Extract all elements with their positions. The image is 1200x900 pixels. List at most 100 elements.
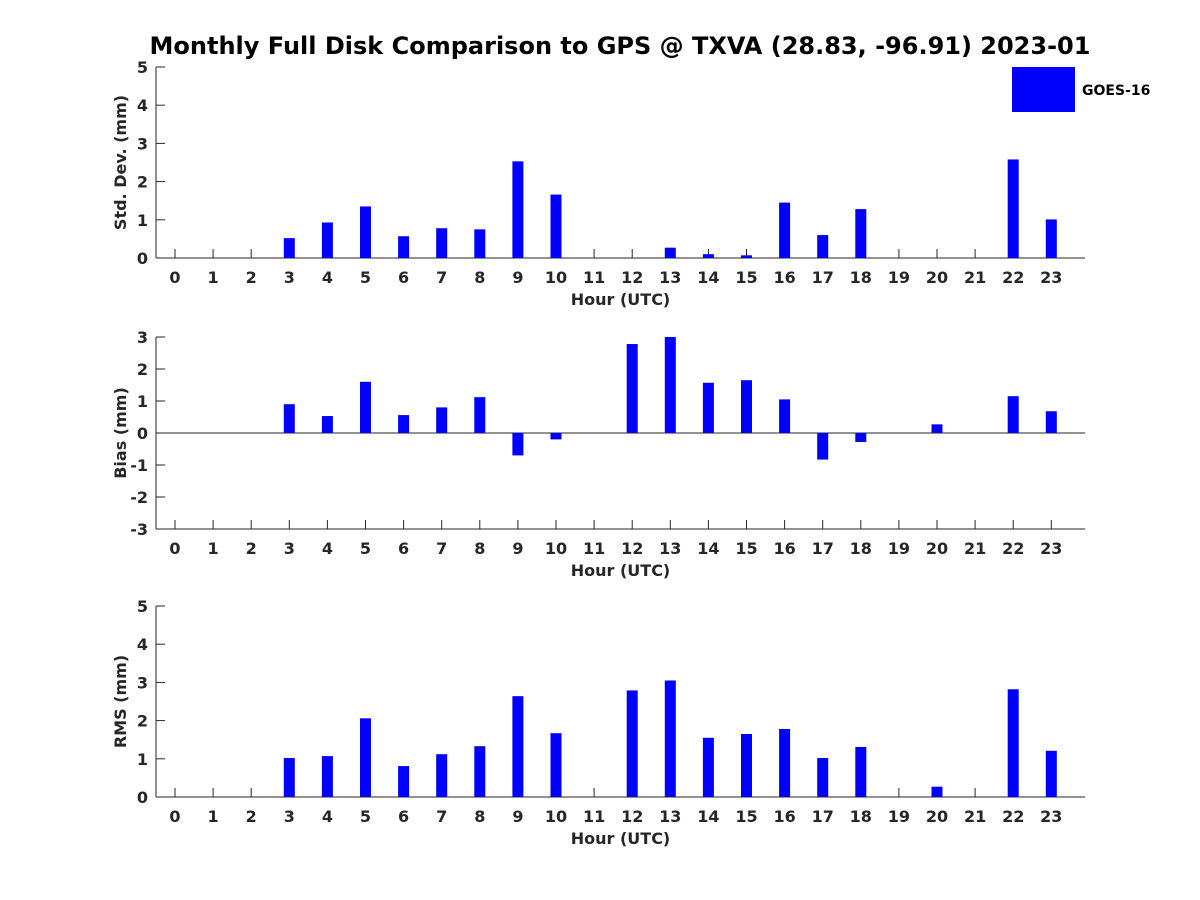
- y-tick-label: -2: [130, 488, 148, 507]
- x-tick-label: 0: [169, 539, 180, 558]
- x-tick-label: 22: [1002, 268, 1024, 287]
- bar: [817, 433, 829, 460]
- x-tick-label: 16: [773, 539, 795, 558]
- bar: [1007, 159, 1019, 258]
- x-tick-label: 9: [512, 539, 523, 558]
- x-tick-label: 17: [812, 268, 834, 287]
- bar: [436, 754, 448, 797]
- y-tick-label: 4: [137, 635, 148, 654]
- y-tick-label: 5: [137, 597, 148, 616]
- y-axis-label: Bias (mm): [111, 387, 130, 479]
- x-tick-label: 13: [659, 539, 681, 558]
- bar: [855, 433, 867, 442]
- bar: [321, 222, 333, 258]
- x-tick-label: 20: [926, 268, 948, 287]
- x-tick-label: 18: [850, 539, 872, 558]
- x-tick-label: 12: [621, 539, 643, 558]
- y-tick-label: 3: [137, 673, 148, 692]
- y-tick-label: 1: [137, 750, 148, 769]
- x-tick-label: 23: [1040, 807, 1062, 826]
- x-tick-label: 16: [773, 268, 795, 287]
- x-tick-label: 11: [583, 539, 605, 558]
- x-tick-label: 17: [812, 539, 834, 558]
- y-tick-label: 2: [137, 360, 148, 379]
- x-tick-label: 18: [850, 807, 872, 826]
- x-tick-label: 13: [659, 268, 681, 287]
- x-tick-label: 14: [697, 807, 719, 826]
- x-tick-label: 21: [964, 268, 986, 287]
- bar: [1045, 219, 1057, 258]
- x-tick-label: 8: [474, 807, 485, 826]
- x-axis-label: Hour (UTC): [571, 290, 671, 309]
- x-tick-label: 3: [284, 807, 295, 826]
- bar: [512, 433, 524, 456]
- x-tick-label: 7: [436, 807, 447, 826]
- x-tick-label: 21: [964, 539, 986, 558]
- y-tick-label: 2: [137, 173, 148, 192]
- chart-title: Monthly Full Disk Comparison to GPS @ TX…: [150, 32, 1091, 60]
- bar: [474, 229, 486, 258]
- bar: [436, 228, 448, 258]
- x-tick-label: 10: [545, 539, 567, 558]
- y-axis-label: Std. Dev. (mm): [111, 95, 130, 230]
- bar: [626, 690, 638, 797]
- bar: [512, 696, 524, 797]
- bar: [398, 415, 410, 433]
- legend-label-goes-16: GOES-16: [1082, 83, 1150, 99]
- bar: [321, 416, 333, 433]
- x-tick-label: 22: [1002, 539, 1024, 558]
- x-tick-label: 5: [360, 539, 371, 558]
- y-tick-label: 1: [137, 392, 148, 411]
- x-tick-label: 21: [964, 807, 986, 826]
- bar: [283, 404, 295, 433]
- bar: [283, 238, 295, 258]
- bar: [1045, 750, 1057, 797]
- x-tick-label: 15: [735, 539, 757, 558]
- x-tick-label: 4: [322, 539, 333, 558]
- x-tick-label: 9: [512, 807, 523, 826]
- x-tick-label: 2: [246, 807, 257, 826]
- x-tick-label: 5: [360, 268, 371, 287]
- y-tick-label: 3: [137, 134, 148, 153]
- bar: [779, 399, 791, 433]
- x-tick-label: 2: [246, 268, 257, 287]
- x-tick-label: 15: [735, 807, 757, 826]
- bar: [779, 202, 791, 258]
- bar: [1007, 689, 1019, 797]
- bar: [702, 737, 714, 797]
- legend-swatch-goes-16: [1012, 67, 1075, 112]
- y-tick-label: 0: [137, 424, 148, 443]
- y-tick-label: 3: [137, 328, 148, 347]
- x-tick-label: 2: [246, 539, 257, 558]
- y-tick-label: -3: [130, 520, 148, 539]
- x-tick-label: 22: [1002, 807, 1024, 826]
- bar: [855, 746, 867, 797]
- bar: [931, 786, 943, 797]
- bar: [1045, 411, 1057, 433]
- x-tick-label: 8: [474, 268, 485, 287]
- x-tick-label: 14: [697, 539, 719, 558]
- bar: [741, 733, 752, 797]
- bar: [702, 254, 714, 258]
- x-tick-label: 0: [169, 807, 180, 826]
- x-tick-label: 10: [545, 268, 567, 287]
- x-tick-label: 11: [583, 807, 605, 826]
- x-tick-label: 19: [888, 807, 910, 826]
- bar: [664, 680, 676, 797]
- x-tick-label: 13: [659, 807, 681, 826]
- bar: [741, 380, 752, 433]
- x-tick-label: 16: [773, 807, 795, 826]
- y-axis-label: RMS (mm): [111, 655, 130, 748]
- x-tick-label: 17: [812, 807, 834, 826]
- bar: [817, 235, 829, 258]
- y-tick-label: -1: [130, 456, 148, 475]
- x-tick-label: 6: [398, 539, 409, 558]
- x-tick-label: 7: [436, 539, 447, 558]
- y-tick-label: 5: [137, 58, 148, 77]
- bar: [321, 756, 333, 797]
